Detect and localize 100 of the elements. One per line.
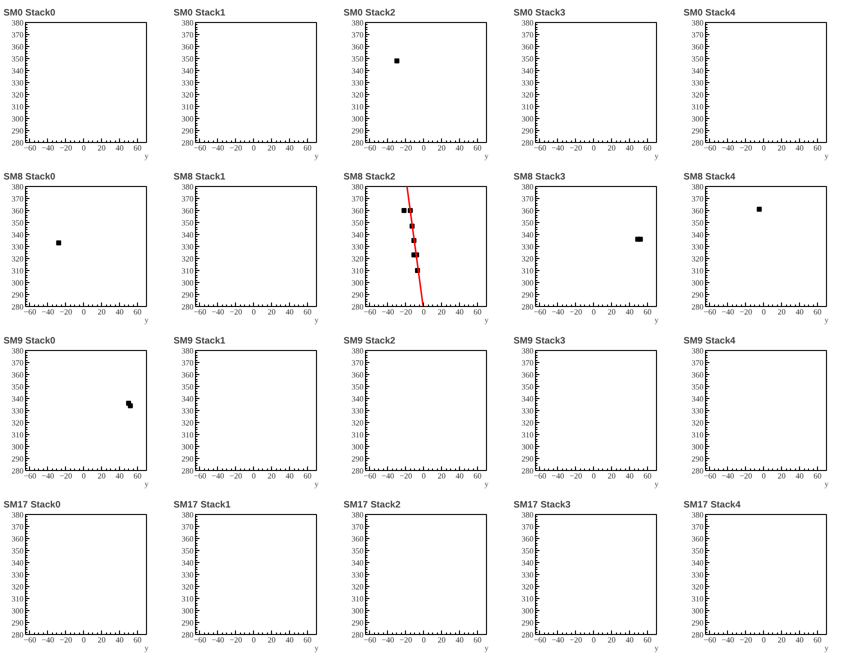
y-tick-label: 290 xyxy=(522,454,534,464)
y-tick-label: 300 xyxy=(522,114,534,124)
y-tick-label: 310 xyxy=(182,102,194,112)
chart-title: SM0 Stack1 xyxy=(174,8,226,18)
y-tick-label: 380 xyxy=(692,18,704,28)
y-tick-label: 300 xyxy=(692,606,704,616)
y-tick-label: 290 xyxy=(692,126,704,136)
x-tick-label: 60 xyxy=(474,144,482,152)
y-tick-label: 310 xyxy=(352,102,364,112)
x-tick-label: 0 xyxy=(252,472,256,480)
x-tick-label: 40 xyxy=(456,636,464,644)
y-tick-label: 340 xyxy=(522,66,534,76)
y-tick-label: 290 xyxy=(352,290,364,300)
y-tick-label: 280 xyxy=(352,138,364,148)
x-tick-label: 60 xyxy=(644,308,652,316)
y-tick-label: 280 xyxy=(352,302,364,312)
y-tick-label: 350 xyxy=(522,382,534,392)
x-tick-label: −60 xyxy=(704,144,716,152)
x-tick-label: 60 xyxy=(134,636,142,644)
y-tick-label: 290 xyxy=(12,618,24,628)
y-tick-label: 360 xyxy=(12,206,24,216)
x-tick-label: 0 xyxy=(82,636,86,644)
chart-title: SM8 Stack3 xyxy=(514,172,566,182)
y-tick-label: 350 xyxy=(352,546,364,556)
y-tick-label: 320 xyxy=(692,418,704,428)
x-axis-title: y xyxy=(144,316,148,324)
x-tick-label: 60 xyxy=(304,636,312,644)
y-tick-label: 350 xyxy=(522,546,534,556)
y-tick-label: 290 xyxy=(522,126,534,136)
x-tick-label: −40 xyxy=(212,308,224,316)
x-tick-label: −60 xyxy=(704,472,716,480)
x-tick-label: −20 xyxy=(230,144,242,152)
x-tick-label: 60 xyxy=(134,144,142,152)
y-tick-label: 330 xyxy=(352,242,364,252)
y-tick-label: 360 xyxy=(692,370,704,380)
x-tick-label: −20 xyxy=(400,472,412,480)
x-tick-label: 20 xyxy=(268,472,276,480)
x-tick-label: −40 xyxy=(552,144,564,152)
chart-title: SM9 Stack0 xyxy=(4,336,56,346)
x-axis-title: y xyxy=(824,316,828,324)
y-tick-label: 370 xyxy=(12,358,24,368)
y-tick-label: 290 xyxy=(182,126,194,136)
y-tick-label: 310 xyxy=(522,430,534,440)
y-tick-label: 370 xyxy=(692,522,704,532)
x-tick-label: 0 xyxy=(762,308,766,316)
y-tick-label: 360 xyxy=(522,370,534,380)
x-axis-title: y xyxy=(484,152,488,160)
y-tick-label: 370 xyxy=(182,522,194,532)
x-tick-label: −40 xyxy=(42,636,54,644)
y-tick-label: 310 xyxy=(352,430,364,440)
x-axis-title: y xyxy=(314,644,318,652)
y-tick-label: 320 xyxy=(522,90,534,100)
y-tick-label: 350 xyxy=(692,218,704,228)
x-tick-label: 40 xyxy=(626,308,634,316)
x-tick-label: 40 xyxy=(116,472,124,480)
y-tick-label: 340 xyxy=(352,66,364,76)
y-tick-label: 280 xyxy=(522,630,534,640)
y-tick-label: 320 xyxy=(12,418,24,428)
y-tick-label: 330 xyxy=(692,570,704,580)
x-tick-label: −40 xyxy=(722,472,734,480)
chart-title: SM8 Stack0 xyxy=(4,172,56,182)
y-tick-label: 380 xyxy=(182,182,194,192)
y-tick-label: 300 xyxy=(182,442,194,452)
y-tick-label: 360 xyxy=(352,370,364,380)
x-tick-label: 20 xyxy=(608,472,616,480)
y-tick-label: 350 xyxy=(352,218,364,228)
y-tick-label: 370 xyxy=(12,194,24,204)
x-tick-label: 20 xyxy=(438,636,446,644)
y-tick-label: 310 xyxy=(692,266,704,276)
y-tick-label: 280 xyxy=(522,302,534,312)
x-tick-label: −20 xyxy=(740,308,752,316)
y-tick-label: 360 xyxy=(692,206,704,216)
y-tick-label: 380 xyxy=(352,510,364,520)
y-tick-label: 320 xyxy=(182,254,194,264)
y-tick-label: 360 xyxy=(182,42,194,52)
y-tick-label: 360 xyxy=(182,534,194,544)
y-tick-label: 340 xyxy=(692,66,704,76)
chart-title: SM0 Stack4 xyxy=(684,8,736,18)
x-tick-label: 0 xyxy=(82,144,86,152)
y-tick-label: 280 xyxy=(692,466,704,476)
x-tick-label: 40 xyxy=(456,472,464,480)
y-tick-label: 380 xyxy=(352,346,364,356)
y-tick-label: 330 xyxy=(692,406,704,416)
y-tick-label: 360 xyxy=(352,206,364,216)
y-tick-label: 360 xyxy=(12,370,24,380)
y-tick-label: 350 xyxy=(352,382,364,392)
x-axis-title: y xyxy=(654,152,658,160)
y-tick-label: 360 xyxy=(522,42,534,52)
y-tick-label: 310 xyxy=(522,102,534,112)
y-tick-label: 380 xyxy=(182,18,194,28)
x-tick-label: 60 xyxy=(644,636,652,644)
y-tick-label: 340 xyxy=(12,230,24,240)
y-tick-label: 310 xyxy=(12,594,24,604)
y-tick-label: 280 xyxy=(522,466,534,476)
y-tick-label: 380 xyxy=(182,346,194,356)
y-tick-label: 380 xyxy=(182,510,194,520)
y-tick-label: 330 xyxy=(182,406,194,416)
y-tick-label: 310 xyxy=(12,102,24,112)
y-tick-label: 320 xyxy=(12,90,24,100)
y-tick-label: 350 xyxy=(522,54,534,64)
